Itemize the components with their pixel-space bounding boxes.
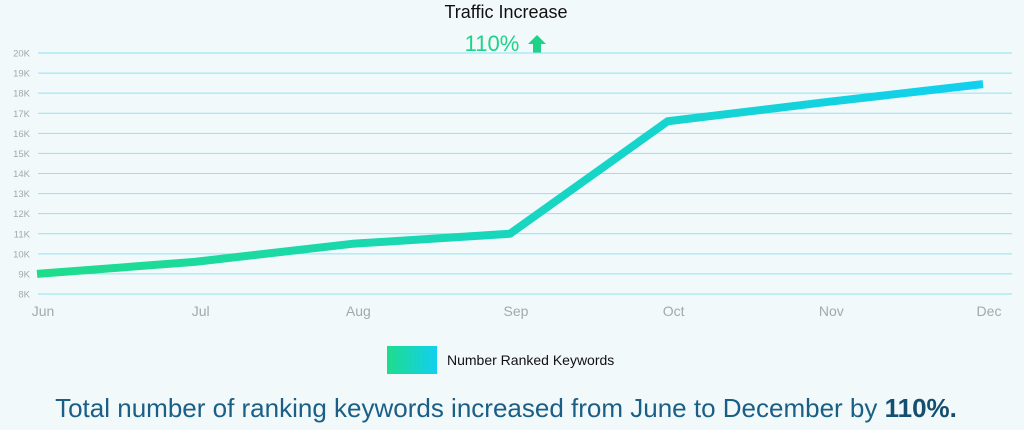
y-tick-label: 8K — [18, 290, 30, 301]
increase-percentage: 110% — [464, 31, 520, 56]
y-axis-tick-labels: 8K 9K 10K 11K 12K 13K 14K 15K 16K 17K 18K 19K 20K — [13, 49, 31, 301]
y-tick-label: 10K — [13, 249, 31, 260]
y-tick-label: 14K — [13, 169, 31, 180]
y-tick-label: 19K — [13, 69, 31, 80]
grid-lines — [38, 52, 1012, 295]
legend-swatch — [387, 346, 437, 374]
data-point — [664, 117, 672, 125]
line-chart: 8K 9K 10K 11K 12K 13K 14K 15K 16K 17K 18K 19K 20K Ju… — [13, 49, 1012, 319]
x-tick-label: Dec — [977, 303, 1002, 319]
series-line — [36, 80, 984, 278]
y-tick-label: 9K — [18, 269, 30, 280]
y-tick-label: 11K — [14, 229, 31, 240]
data-point — [506, 230, 514, 238]
up-arrow-icon — [528, 35, 547, 53]
x-tick-label: Jun — [32, 303, 55, 319]
y-tick-label: 18K — [13, 89, 31, 100]
x-axis-tick-labels: Jun Jul Aug Sep Oct Nov Dec — [32, 303, 1002, 319]
y-tick-label: 13K — [13, 189, 31, 200]
caption-text: Total number of ranking keywords increas… — [55, 393, 878, 423]
data-point — [191, 258, 199, 266]
y-tick-label: 12K — [13, 209, 31, 220]
y-tick-label: 20K — [13, 49, 31, 60]
x-tick-label: Nov — [819, 303, 844, 319]
x-tick-label: Oct — [663, 303, 685, 319]
y-tick-label: 17K — [13, 109, 31, 120]
y-tick-label: 16K — [13, 129, 31, 140]
data-point — [979, 80, 987, 88]
data-point — [33, 270, 41, 278]
y-tick-label: 15K — [13, 149, 31, 160]
summary-caption: Total number of ranking keywords increas… — [0, 393, 1012, 424]
legend-label: Number Ranked Keywords — [447, 352, 615, 368]
chart-title: Traffic Increase — [444, 2, 568, 22]
x-tick-label: Jul — [192, 303, 210, 319]
data-point — [821, 98, 829, 106]
legend[interactable]: Number Ranked Keywords — [387, 346, 614, 374]
x-tick-label: Aug — [346, 303, 371, 319]
x-tick-label: Sep — [504, 303, 529, 319]
traffic-increase-indicator: 110% — [0, 31, 1012, 57]
series-line-group — [33, 80, 987, 278]
data-point — [348, 240, 356, 248]
caption-highlight: 110%. — [884, 393, 957, 423]
